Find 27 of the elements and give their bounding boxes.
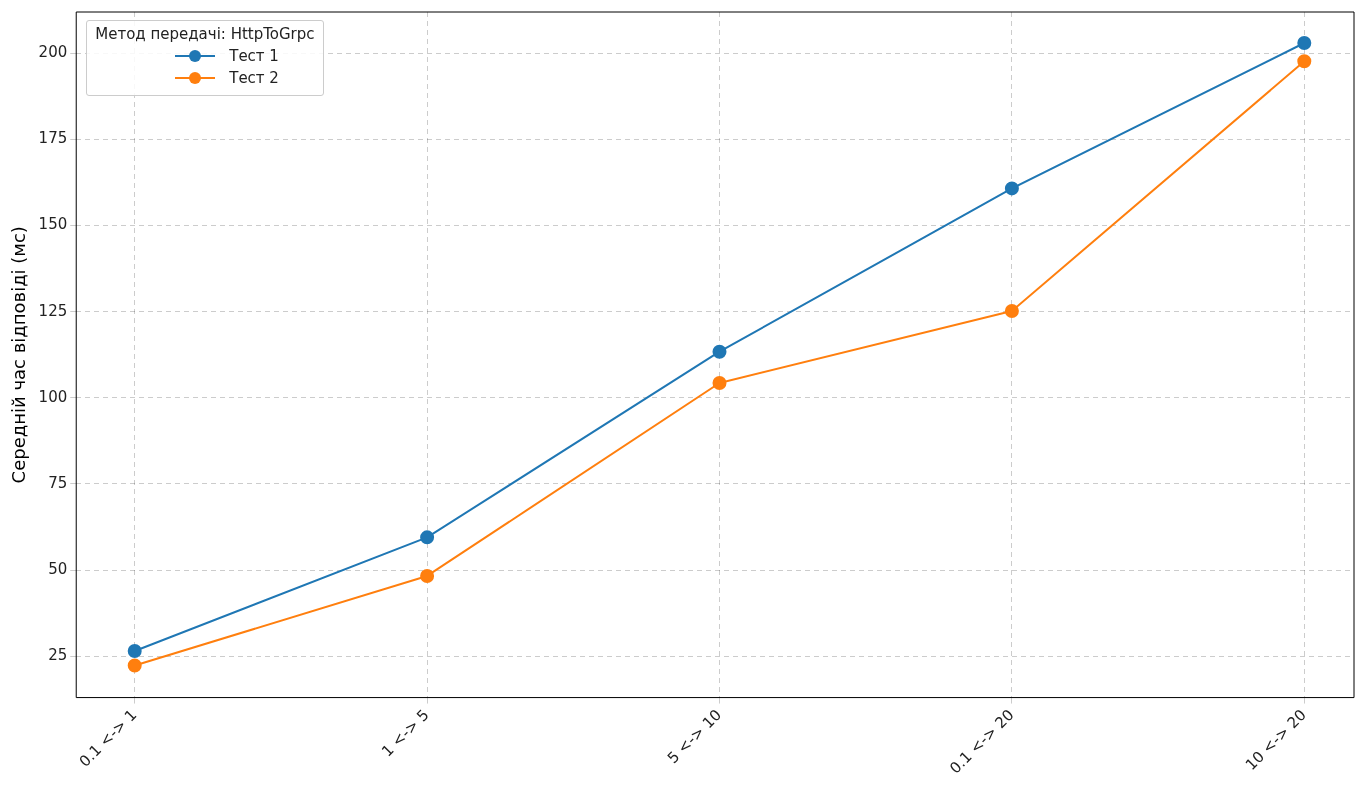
x-tick-label: 5 <-> 10	[663, 705, 726, 768]
point	[127, 644, 142, 659]
y-axis-title: Середній час відповіді (мс)	[8, 226, 30, 484]
point	[420, 568, 435, 583]
x-tick-label: 0.1 <-> 1	[75, 705, 141, 771]
y-tick-label: 50	[48, 559, 68, 578]
y-tick-label: 175	[38, 129, 68, 148]
x-tick-label: 0.1 <-> 20	[946, 705, 1018, 778]
point	[420, 530, 435, 545]
point	[1004, 304, 1019, 319]
y-tick-label: 150	[38, 215, 68, 234]
point	[1004, 181, 1019, 196]
point	[1297, 36, 1312, 51]
x-tick-label: 1 <-> 5	[378, 705, 433, 761]
legend-label: Тест 2	[229, 69, 279, 87]
y-tick-label: 125	[38, 301, 68, 320]
point	[127, 658, 142, 673]
x-tick-label: 10 <-> 20	[1241, 705, 1310, 774]
point	[712, 344, 727, 359]
y-tick-label: 100	[38, 387, 68, 406]
y-tick-label: 75	[48, 473, 68, 492]
legend-label: Тест 1	[229, 47, 279, 65]
legend-title: Метод передачі: HttpToGrpc	[95, 25, 315, 43]
y-tick-label: 200	[38, 43, 68, 62]
point	[712, 376, 727, 391]
point	[1297, 54, 1312, 69]
y-tick-label: 25	[48, 646, 68, 665]
